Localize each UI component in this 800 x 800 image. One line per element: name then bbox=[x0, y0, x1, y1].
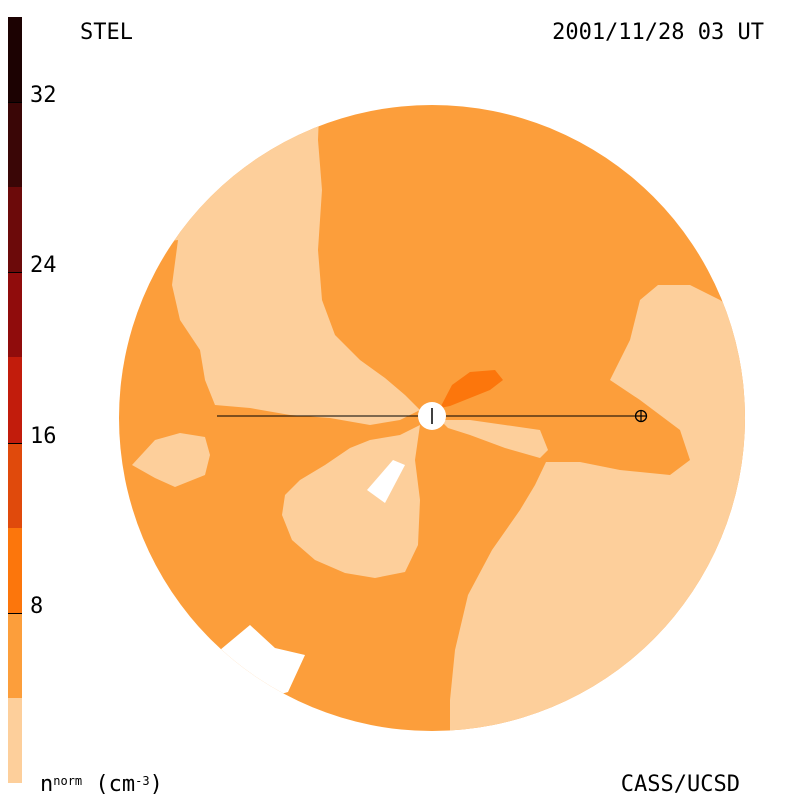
colorbar-tick-label: 16 bbox=[30, 424, 57, 449]
credit-label: CASS/UCSD bbox=[620, 772, 740, 797]
timestamp-label: 2001/11/28 03 UT bbox=[552, 20, 764, 45]
density-region-low-west-blob bbox=[132, 433, 210, 487]
colorbar-band bbox=[8, 442, 22, 528]
colorbar-tick-label: 8 bbox=[30, 594, 44, 619]
density-colorbar bbox=[8, 17, 22, 783]
unit-rest: (cm bbox=[82, 772, 136, 797]
colorbar-unit-label: nnorm (cm-3) bbox=[40, 774, 163, 796]
colorbar-tick bbox=[8, 613, 22, 614]
unit-base: n bbox=[40, 772, 54, 797]
earth-symbol bbox=[634, 409, 648, 423]
colorbar-band bbox=[8, 697, 22, 783]
density-region-low-southwest bbox=[282, 425, 420, 578]
colorbar-band bbox=[8, 357, 22, 443]
colorbar-tick bbox=[8, 272, 22, 273]
colorbar-tick bbox=[8, 443, 22, 444]
colorbar-band bbox=[8, 612, 22, 698]
data-gap-small bbox=[367, 460, 405, 503]
unit-superscript: norm bbox=[53, 774, 83, 788]
colorbar-band bbox=[8, 527, 22, 613]
colorbar-band bbox=[8, 272, 22, 358]
colorbar-tick-label: 24 bbox=[30, 253, 57, 278]
colorbar-band bbox=[8, 102, 22, 188]
colorbar-tick bbox=[8, 102, 22, 103]
instrument-label: STEL bbox=[80, 20, 133, 45]
unit-exponent: -3 bbox=[135, 774, 150, 788]
unit-close: ) bbox=[149, 772, 163, 797]
density-region-high-near-sun bbox=[440, 370, 503, 408]
colorbar-tick-label: 32 bbox=[30, 83, 57, 108]
density-region-low-east-wedge bbox=[440, 420, 548, 458]
colorbar-band bbox=[8, 187, 22, 273]
colorbar-band bbox=[8, 17, 22, 103]
